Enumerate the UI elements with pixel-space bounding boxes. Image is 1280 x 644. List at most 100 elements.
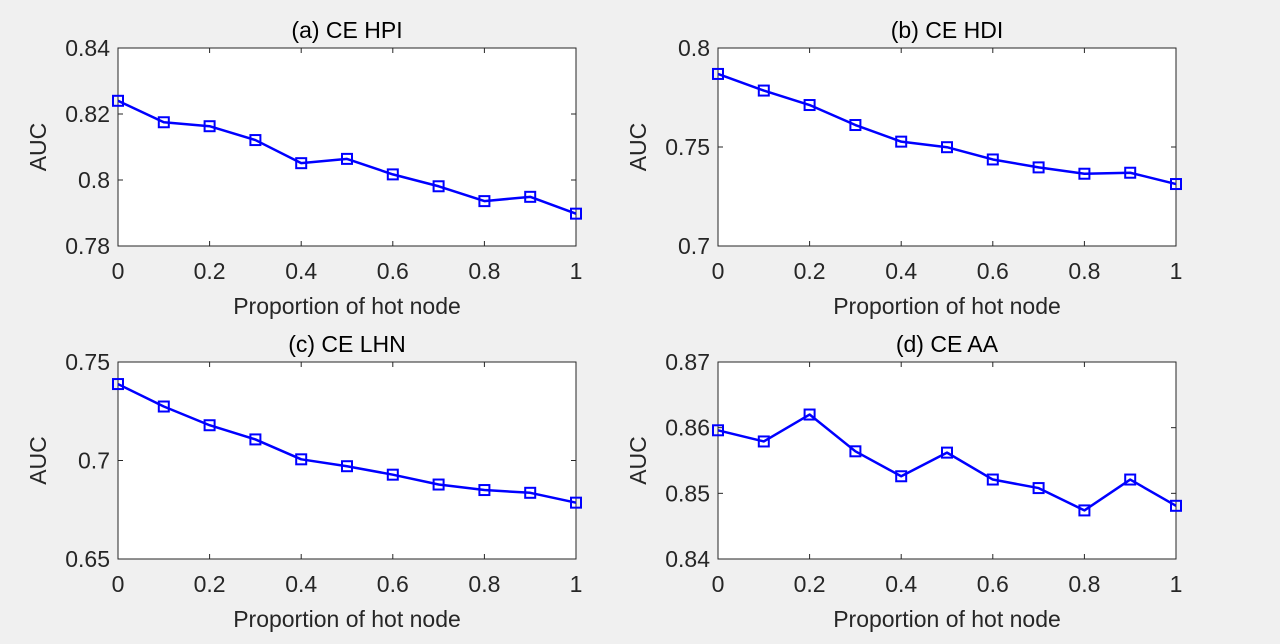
data-point-marker — [249, 433, 262, 446]
data-point-marker — [524, 190, 537, 203]
data-point-marker — [1078, 504, 1091, 517]
x-tick-label: 0 — [712, 571, 725, 597]
data-point-marker — [1032, 161, 1045, 174]
y-tick-label: 0.78 — [65, 233, 110, 259]
x-tick-label: 0.4 — [885, 258, 917, 284]
x-axis-label: Proportion of hot node — [233, 293, 461, 319]
x-tick-label: 0.4 — [285, 258, 317, 284]
x-tick-label: 0.2 — [794, 258, 826, 284]
x-tick-label: 1 — [570, 571, 583, 597]
y-tick-label: 0.75 — [665, 134, 710, 160]
data-point-marker — [757, 435, 770, 448]
chart-panel-4: (d) CE AA 0 0.2 0.4 0.6 0.8 1 0.84 0.85 0.86 0.87 P… — [625, 331, 1182, 632]
x-tick-label: 0.2 — [794, 571, 826, 597]
chart-panel-3: (c) CE LHN 0 0.2 0.4 0.6 0.8 1 0.65 0.7 0.75 Propo… — [25, 331, 582, 632]
data-point-marker — [941, 446, 953, 459]
data-point-marker — [112, 94, 124, 107]
y-tick-label: 0.8 — [78, 167, 110, 193]
data-point-marker — [986, 473, 999, 486]
x-tick-label: 0.8 — [1068, 571, 1100, 597]
data-point-marker — [849, 445, 862, 458]
data-point-marker — [341, 460, 353, 473]
y-tick-label: 0.86 — [665, 415, 710, 441]
data-point-marker — [203, 120, 216, 133]
axis-box — [117, 47, 577, 247]
x-tick-label: 0 — [712, 258, 725, 284]
data-point-marker — [432, 478, 445, 491]
chart-title: (b) CE HDI — [891, 17, 1003, 43]
data-point-marker — [1170, 178, 1182, 191]
data-point-marker — [1032, 482, 1045, 495]
chart-title: (d) CE AA — [896, 331, 999, 357]
series-line — [117, 99, 577, 215]
y-tick-label: 0.84 — [65, 35, 110, 61]
data-point-marker — [712, 424, 724, 437]
x-tick-label: 1 — [1170, 571, 1183, 597]
y-tick-label: 0.75 — [65, 349, 110, 375]
data-point-marker — [895, 135, 908, 148]
x-tick-label: 0 — [112, 258, 125, 284]
plot-area — [118, 48, 576, 246]
chart-title: (c) CE LHN — [288, 331, 406, 357]
x-tick-label: 0.8 — [468, 571, 500, 597]
chart-panel-1: (a) CE HPI 0 0.2 0.4 0.6 0.8 1 0.78 0.8 0.82 0.84 P… — [25, 17, 582, 319]
data-point-marker — [757, 84, 770, 97]
x-tick-label: 1 — [570, 258, 583, 284]
axis-box — [117, 361, 577, 560]
data-point-marker — [341, 152, 353, 165]
data-point-marker — [249, 134, 262, 147]
data-point-marker — [432, 180, 445, 193]
x-tick-label: 0.8 — [468, 258, 500, 284]
series-line — [117, 382, 577, 504]
y-axis-label: AUC — [25, 436, 51, 485]
data-point-marker — [157, 116, 170, 129]
data-point-marker — [1124, 473, 1137, 486]
y-tick-label: 0.7 — [678, 233, 710, 259]
plot-area — [718, 362, 1176, 559]
x-axis-label: Proportion of hot node — [833, 293, 1061, 319]
series-line — [717, 72, 1177, 186]
data-point-marker — [849, 119, 862, 132]
y-tick-label: 0.82 — [65, 101, 110, 127]
data-point-marker — [478, 484, 491, 497]
y-axis-label: AUC — [625, 123, 651, 172]
data-point-marker — [712, 67, 724, 80]
data-point-marker — [1124, 166, 1137, 179]
data-point-marker — [112, 378, 124, 391]
y-tick-label: 0.84 — [665, 546, 710, 572]
series-line — [717, 413, 1177, 512]
data-point-marker — [895, 470, 908, 483]
axis-box — [717, 361, 1177, 560]
x-axis-label: Proportion of hot node — [833, 606, 1061, 632]
data-point-marker — [295, 157, 308, 170]
data-point-marker — [570, 207, 582, 220]
data-point-marker — [570, 496, 582, 509]
y-tick-label: 0.65 — [65, 546, 110, 572]
data-point-marker — [157, 400, 170, 413]
x-tick-label: 0.6 — [977, 258, 1009, 284]
y-tick-label: 0.8 — [678, 35, 710, 61]
y-axis-label: AUC — [25, 123, 51, 172]
chart-title: (a) CE HPI — [291, 17, 402, 43]
data-point-marker — [1078, 167, 1091, 180]
data-point-marker — [803, 408, 816, 421]
y-tick-label: 0.7 — [78, 448, 110, 474]
data-point-marker — [478, 195, 491, 208]
y-tick-label: 0.87 — [665, 349, 710, 375]
x-tick-label: 0.4 — [285, 571, 317, 597]
y-axis-label: AUC — [625, 436, 651, 485]
data-point-marker — [295, 453, 308, 466]
data-point-marker — [986, 153, 999, 166]
y-tick-label: 0.85 — [665, 480, 710, 506]
data-point-marker — [386, 168, 399, 181]
x-tick-label: 0.8 — [1068, 258, 1100, 284]
x-tick-label: 0.6 — [377, 258, 409, 284]
data-point-marker — [803, 99, 816, 112]
x-tick-label: 0.6 — [377, 571, 409, 597]
data-point-marker — [1170, 499, 1182, 512]
x-axis-label: Proportion of hot node — [233, 606, 461, 632]
x-tick-label: 0 — [112, 571, 125, 597]
x-tick-label: 0.2 — [194, 258, 226, 284]
x-tick-label: 0.6 — [977, 571, 1009, 597]
axis-box — [717, 47, 1177, 247]
